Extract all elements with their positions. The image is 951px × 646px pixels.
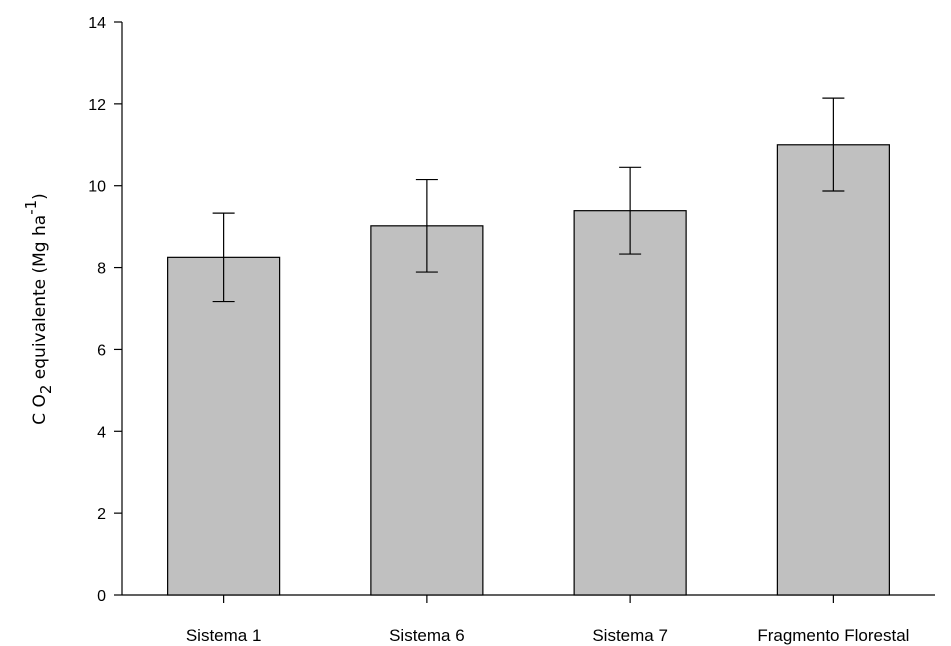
bars [167,144,890,596]
y-axis-label-middle: equivalente (Mg ha [30,215,50,385]
bar [370,225,484,596]
y-tick-label: 6 [97,342,106,359]
y-ticks: 0 2 4 6 8 10 12 14 [88,15,122,605]
y-tick-label: 0 [97,588,106,605]
y-tick-label: 2 [97,506,106,523]
y-axis-label-subscript: 2 [37,385,55,395]
x-tick-label: Sistema 7 [592,626,668,645]
y-axis-label-superscript: -1 [22,200,40,215]
error-bars [212,97,845,303]
x-tick-label: Sistema 6 [389,626,465,645]
bar [573,210,687,596]
x-ticks: Sistema 1 Sistema 6 Sistema 7 Fragmento Flo… [186,595,909,645]
y-tick-label: 4 [97,424,106,441]
bar [167,256,281,596]
y-tick-label: 8 [97,261,106,278]
y-tick-label: 10 [88,179,106,196]
y-tick-label: 12 [88,97,106,114]
y-axis-label-suffix: ) [30,193,50,200]
x-tick-label: Sistema 1 [186,626,262,645]
bar [776,144,890,596]
y-axis-label: C O2 equivalente (Mg ha-1) [22,193,55,425]
x-tick-label: Fragmento Florestal [757,626,909,645]
y-axis-label-prefix: C O [30,394,50,425]
y-tick-label: 14 [88,15,106,32]
